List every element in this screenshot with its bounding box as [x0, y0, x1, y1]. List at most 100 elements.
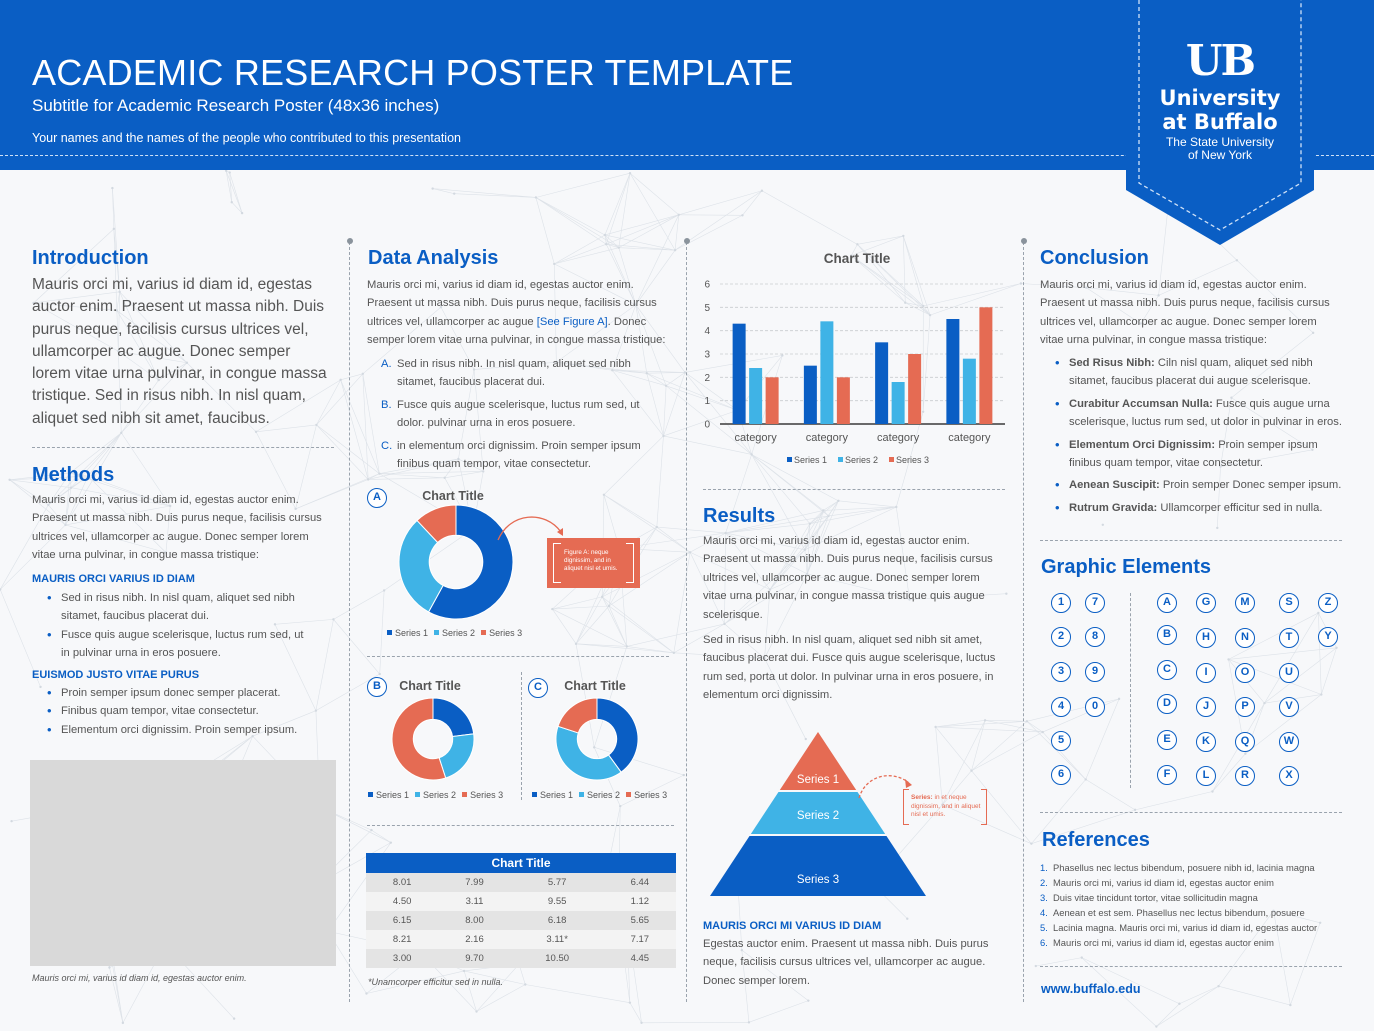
network-line — [626, 623, 725, 647]
logo-line-2: at Buffalo — [1162, 110, 1278, 134]
network-line — [809, 510, 824, 524]
network-node — [763, 657, 766, 660]
network-line — [444, 458, 459, 478]
network-line — [620, 774, 684, 807]
graphic-circle-6: 6 — [1051, 765, 1071, 785]
table-cell: 10.50 — [510, 949, 604, 968]
pyramid-note: Series: in et neque dignissim, and in al… — [903, 789, 987, 825]
network-line — [857, 244, 906, 303]
pyramid-chart: Series 1 Series 2 Series 3 — [710, 732, 926, 896]
network-line — [119, 291, 188, 363]
network-node — [108, 966, 111, 969]
network-node — [856, 243, 859, 246]
network-node — [118, 290, 121, 294]
network-line — [618, 214, 679, 248]
legend-swatch — [368, 792, 373, 797]
network-node — [1034, 964, 1038, 968]
network-line — [618, 247, 676, 251]
network-line — [646, 372, 667, 387]
network-line — [552, 596, 603, 610]
bar — [979, 307, 993, 424]
network-line — [724, 549, 806, 625]
network-node — [1272, 909, 1275, 913]
network-line — [118, 291, 120, 352]
results-body-1: Mauris orci mi, varius id diam id, egest… — [703, 535, 993, 621]
graphic-circle-k: K — [1196, 732, 1216, 752]
network-node — [232, 1017, 236, 1020]
network-line — [689, 552, 771, 590]
figure-a-link[interactable]: [See Figure A] — [536, 315, 608, 328]
y-tick-label: 6 — [704, 280, 710, 291]
list-letter: C. — [381, 439, 393, 452]
network-line — [1228, 647, 1337, 660]
network-line — [751, 454, 824, 511]
column-separator — [1020, 238, 1027, 1002]
network-line — [116, 310, 119, 352]
network-line — [851, 255, 906, 303]
network-line — [535, 172, 631, 198]
table-cell: 1.12 — [603, 892, 676, 911]
network-line — [601, 596, 610, 607]
graphic-circle-4: 4 — [1051, 697, 1071, 717]
network-line — [838, 500, 897, 508]
network-line — [525, 984, 630, 1003]
network-node — [724, 531, 727, 535]
table-caption: *Unamcorper efficitur sed in nulla. — [368, 977, 504, 987]
bullet-bold: Sed Risus Nibh: — [1069, 357, 1155, 369]
bar — [946, 319, 960, 424]
bar — [732, 323, 746, 424]
graphic-circle-5: 5 — [1051, 731, 1071, 751]
list-item: C. in elementum orci dignissim. Proin sem… — [367, 437, 657, 474]
network-node — [602, 493, 606, 496]
network-line — [935, 726, 972, 771]
network-node — [0, 588, 2, 591]
network-node — [628, 1001, 632, 1004]
network-line — [985, 720, 1043, 733]
network-line — [432, 188, 455, 194]
table-title: Chart Title — [366, 853, 676, 873]
pyramid-note-label: Series: — [911, 794, 933, 801]
network-line — [295, 424, 317, 509]
network-node — [928, 313, 932, 317]
network-node — [111, 186, 114, 190]
network-line — [725, 510, 824, 534]
network-line — [65, 524, 167, 553]
graphic-circle-9: 9 — [1085, 662, 1105, 682]
list-item: B. Fusce quis augue scelerisque, luctus r… — [367, 396, 657, 433]
network-node — [617, 246, 621, 249]
legend-label: Series 1 — [376, 790, 410, 800]
network-node — [822, 509, 825, 512]
network-node — [230, 201, 233, 204]
y-tick-label: 3 — [704, 350, 710, 361]
network-node — [164, 551, 168, 554]
pyramid-label: Series 2 — [797, 810, 839, 822]
graphic-circle-t: T — [1279, 628, 1299, 648]
network-line — [464, 970, 526, 985]
network-line — [379, 458, 459, 474]
network-line — [857, 235, 904, 245]
network-line — [231, 201, 243, 214]
list-item: Curabitur Accumsan Nulla: Fusce quis aug… — [1040, 395, 1346, 432]
network-node — [628, 171, 632, 175]
donut-chart-a — [398, 504, 514, 620]
network-node — [682, 773, 685, 777]
table-cell: 3.00 — [366, 949, 439, 968]
network-line — [340, 373, 363, 381]
figure-label-c: C — [528, 678, 548, 698]
graphic-circle-v: V — [1279, 697, 1299, 717]
network-line — [764, 573, 808, 659]
legend-label: Series 1 — [540, 790, 574, 800]
network-line — [594, 747, 684, 776]
network-line — [673, 652, 765, 659]
bar — [820, 321, 834, 424]
website-link[interactable]: www.buffalo.edu — [1041, 982, 1141, 996]
network-node — [673, 248, 677, 252]
network-node — [8, 478, 11, 481]
legend-swatch — [838, 457, 843, 462]
network-line — [165, 505, 171, 553]
network-node — [462, 969, 466, 973]
network-line — [725, 532, 808, 575]
network-node — [1235, 259, 1239, 262]
network-node — [908, 598, 911, 601]
network-node — [157, 378, 160, 382]
